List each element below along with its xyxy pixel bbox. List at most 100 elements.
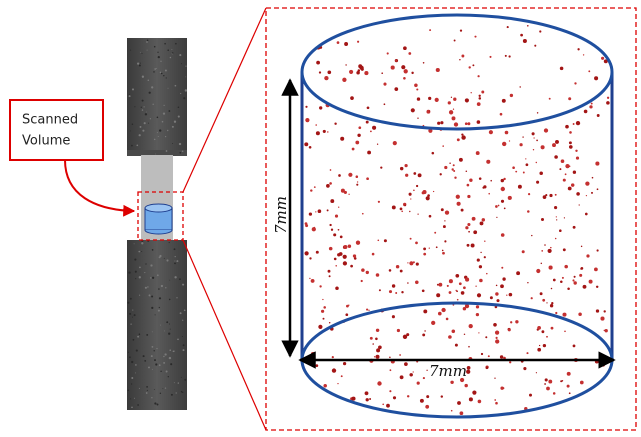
dot [132, 310, 133, 311]
dot [434, 232, 436, 234]
dot [422, 289, 425, 292]
dot [489, 130, 493, 134]
dot [139, 295, 140, 296]
dot [166, 150, 168, 152]
dot [395, 292, 397, 294]
dot [147, 390, 148, 391]
dot [503, 178, 505, 180]
dot [418, 173, 422, 177]
dot [541, 250, 543, 252]
dot [473, 230, 477, 234]
dot [335, 287, 339, 291]
dot [309, 278, 310, 279]
dot [550, 304, 553, 307]
dot [543, 344, 546, 347]
dot [159, 307, 160, 308]
dot [565, 164, 569, 168]
dot [358, 126, 361, 129]
dot [411, 108, 415, 112]
dot [404, 69, 408, 73]
dot [179, 152, 181, 154]
dot [160, 371, 161, 372]
dot [569, 392, 571, 394]
dot [549, 194, 552, 197]
dot [417, 117, 418, 118]
dot [140, 63, 141, 64]
dot [574, 82, 576, 84]
dot [146, 386, 148, 388]
dot [502, 387, 504, 389]
dot [139, 134, 141, 136]
dot [480, 221, 484, 225]
dot [168, 110, 170, 112]
dot [465, 122, 468, 125]
dot [132, 317, 133, 318]
dot [145, 287, 147, 289]
dot [569, 145, 573, 149]
dot [342, 78, 346, 82]
dot [534, 45, 536, 47]
dot [157, 404, 159, 406]
dot [424, 330, 425, 331]
dot [536, 162, 537, 163]
dot [338, 229, 340, 231]
dot [331, 229, 333, 231]
dot [505, 55, 507, 57]
dot [356, 175, 359, 178]
dot [143, 355, 145, 357]
dot [135, 364, 137, 366]
dot [130, 323, 131, 324]
dot [461, 291, 465, 295]
dot [180, 93, 181, 94]
dot [573, 171, 576, 174]
dot [160, 325, 161, 326]
dot [169, 299, 171, 301]
dot [130, 50, 131, 51]
dot [389, 269, 392, 272]
dot [443, 225, 446, 228]
dot [476, 305, 479, 308]
dot [455, 290, 456, 291]
dot [531, 235, 532, 236]
dot [576, 157, 579, 160]
dot [563, 179, 566, 182]
dot [422, 333, 425, 336]
dot [399, 354, 401, 356]
dot [536, 181, 539, 184]
dot [322, 299, 323, 300]
dot [176, 260, 178, 262]
dot [135, 271, 137, 273]
dot [429, 29, 431, 31]
dot [432, 152, 435, 155]
dot [309, 257, 311, 259]
dot [520, 34, 523, 37]
dot [174, 382, 175, 383]
dot [413, 371, 414, 372]
dot [461, 133, 463, 135]
dot [502, 142, 506, 146]
dot [468, 346, 470, 348]
dot [386, 404, 390, 408]
dot [463, 286, 466, 289]
dot [481, 91, 484, 94]
dot [154, 359, 156, 361]
dot [494, 378, 495, 379]
dot [453, 98, 456, 101]
dot [131, 383, 132, 384]
dot [159, 129, 161, 131]
dot [372, 343, 374, 345]
dot [429, 215, 432, 218]
dot [495, 205, 498, 208]
dot [548, 380, 552, 384]
dot [454, 40, 456, 42]
dot [479, 97, 482, 100]
dot [604, 330, 605, 331]
dot [174, 248, 176, 250]
dot [567, 385, 570, 388]
dot [172, 52, 173, 53]
dot [501, 267, 503, 269]
dot [569, 131, 572, 134]
dot [500, 284, 504, 288]
dot [467, 184, 470, 187]
dot [568, 187, 572, 191]
